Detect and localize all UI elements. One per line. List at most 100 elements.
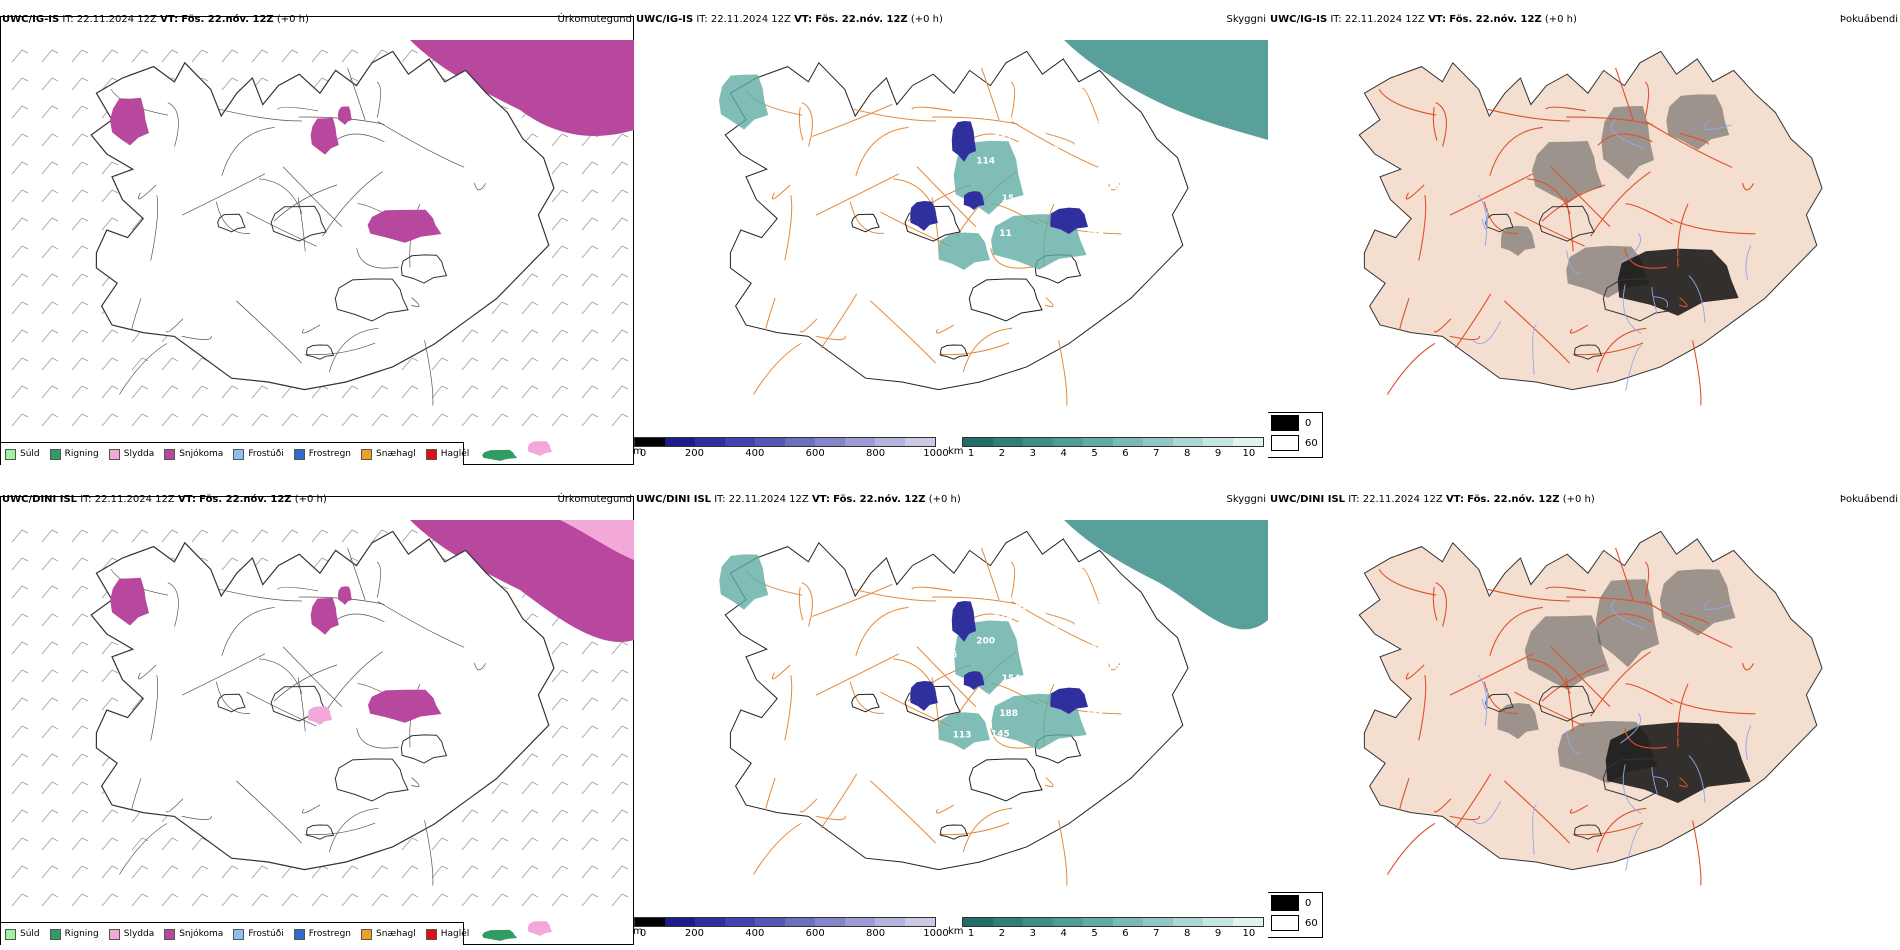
road-line [1011, 120, 1099, 168]
wind-barb [401, 893, 419, 907]
panel-header: UWC/IG-IS IT: 22.11.2024 12Z VT: Fös. 22… [0, 10, 634, 30]
wind-barb [551, 273, 569, 287]
glacier-outline [904, 205, 961, 242]
sleet-area [560, 520, 634, 560]
fog-index-patch [1497, 703, 1539, 740]
legend-label: Frostregn [308, 449, 352, 459]
wind-barb [551, 217, 569, 231]
glacier-outline [940, 344, 969, 360]
wind-barb [251, 529, 269, 543]
wind-barb [161, 357, 179, 371]
wind-barb [11, 189, 29, 203]
wind-barb [431, 385, 449, 399]
wind-barb [521, 893, 539, 907]
wind-barb [131, 865, 149, 879]
legend-item: Snjókoma [164, 448, 223, 460]
wind-barb [581, 753, 599, 767]
road-line [801, 102, 813, 147]
river-line [1472, 801, 1501, 825]
road-line [302, 324, 321, 334]
colorbar-cell [755, 438, 785, 446]
wind-barb [101, 669, 119, 683]
ceiling-value: 11 [999, 229, 1012, 239]
colorbar-tick: 9 [1214, 448, 1222, 459]
wind-barb [101, 217, 119, 231]
glacier-outline [968, 758, 1043, 802]
it-value: 22.11.2024 12Z [1362, 494, 1443, 505]
wind-barb [551, 189, 569, 203]
road-line [1504, 780, 1571, 844]
road-line [752, 822, 802, 875]
road-line [411, 297, 420, 307]
colorbar-cell [665, 918, 695, 926]
road-line [277, 106, 318, 112]
ceiling-map: 341 356 148 29 15 120 11 192 140 133 114 962 [719, 40, 1268, 406]
road-line [1677, 203, 1689, 268]
wind-barb [221, 385, 239, 399]
ceiling-value: 154 [1002, 674, 1021, 684]
road-line [849, 681, 885, 714]
road-line [1487, 108, 1570, 122]
colorbar-cell [665, 438, 695, 446]
wind-barb [281, 49, 299, 63]
wind-barb [491, 865, 509, 879]
road-line [1670, 698, 1756, 715]
wind-barb [521, 413, 539, 427]
wind-barb [431, 865, 449, 879]
colorbar-cell [815, 918, 845, 926]
road-line [1449, 815, 1480, 821]
legend-swatch [293, 448, 305, 460]
wind-barb [491, 301, 509, 315]
road-line [1645, 120, 1733, 168]
wind-barb [191, 529, 209, 543]
wind-barb [551, 725, 569, 739]
ceiling-value: 148 [1052, 141, 1071, 151]
wind-barb [41, 753, 59, 767]
road-line [1572, 342, 1644, 356]
ceiling-value: 356 [1078, 643, 1097, 653]
lead-time: (+0 h) [928, 494, 961, 505]
legend-label: Haglél [440, 929, 470, 939]
road-line [377, 601, 465, 648]
road-line [221, 127, 275, 176]
panel-header: UWC/DINI ISL IT: 22.11.2024 12Z VT: Fös.… [1268, 490, 1900, 510]
wind-barb [551, 837, 569, 851]
wind-barb [101, 641, 119, 655]
wind-barb [611, 865, 629, 879]
it-label: IT: [1330, 14, 1342, 25]
road-line [166, 318, 184, 333]
road-line [282, 166, 343, 227]
wind-barb [611, 641, 629, 655]
fog-legend-value: 60 [1305, 917, 1318, 929]
wind-barb [611, 753, 629, 767]
colorbar-cell [963, 918, 993, 926]
wind-barb [11, 357, 29, 371]
colorbar-cell [1053, 918, 1083, 926]
fog-legend-swatch [1271, 415, 1299, 431]
glacier-outline [1602, 278, 1677, 322]
model-name: UWC/IG-IS [2, 14, 60, 25]
road-line [1679, 297, 1688, 308]
wind-barb [491, 837, 509, 851]
wind-barb [521, 273, 539, 287]
colorbar-tick: 5 [1091, 928, 1098, 939]
road-line [1449, 173, 1534, 216]
ceiling-value: 125 [1060, 567, 1079, 577]
wind-barb [101, 385, 119, 399]
wind-barb [611, 301, 629, 315]
wind-barb [71, 669, 89, 683]
ceiling-value: 150 [1085, 707, 1104, 717]
road-line [1449, 653, 1534, 696]
road-line [297, 677, 306, 732]
lead-time: (+0 h) [276, 14, 309, 25]
road-line [424, 820, 434, 886]
precip-type-legend: Súld Rigning Slydda Snjókoma Frostúði Frostre… [0, 922, 469, 945]
wind-barb [521, 329, 539, 343]
wind-barb [431, 837, 449, 851]
wind-barb [491, 329, 509, 343]
road-line [1483, 201, 1519, 234]
vt-label: VT: [811, 494, 830, 505]
wind-barb [551, 781, 569, 795]
wind-barb [71, 613, 89, 627]
wind-barb [551, 133, 569, 147]
